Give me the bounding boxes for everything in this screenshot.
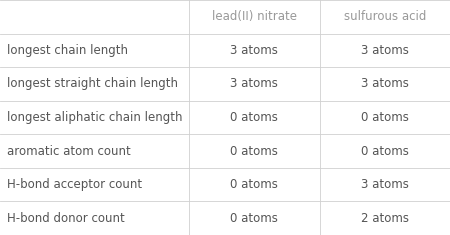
Text: 0 atoms: 0 atoms <box>230 212 278 225</box>
Text: 3 atoms: 3 atoms <box>361 178 409 191</box>
Text: longest chain length: longest chain length <box>7 44 128 57</box>
Text: 3 atoms: 3 atoms <box>230 44 278 57</box>
Text: lead(II) nitrate: lead(II) nitrate <box>212 10 297 23</box>
Text: 0 atoms: 0 atoms <box>361 111 409 124</box>
Text: 0 atoms: 0 atoms <box>230 178 278 191</box>
Text: 0 atoms: 0 atoms <box>230 111 278 124</box>
Text: 0 atoms: 0 atoms <box>361 145 409 158</box>
Text: 2 atoms: 2 atoms <box>361 212 409 225</box>
Text: longest straight chain length: longest straight chain length <box>7 77 178 90</box>
Text: 0 atoms: 0 atoms <box>230 145 278 158</box>
Text: H-bond acceptor count: H-bond acceptor count <box>7 178 142 191</box>
Text: 3 atoms: 3 atoms <box>230 77 278 90</box>
Text: sulfurous acid: sulfurous acid <box>343 10 426 23</box>
Text: 3 atoms: 3 atoms <box>361 44 409 57</box>
Text: aromatic atom count: aromatic atom count <box>7 145 130 158</box>
Text: 3 atoms: 3 atoms <box>361 77 409 90</box>
Text: H-bond donor count: H-bond donor count <box>7 212 125 225</box>
Text: longest aliphatic chain length: longest aliphatic chain length <box>7 111 182 124</box>
